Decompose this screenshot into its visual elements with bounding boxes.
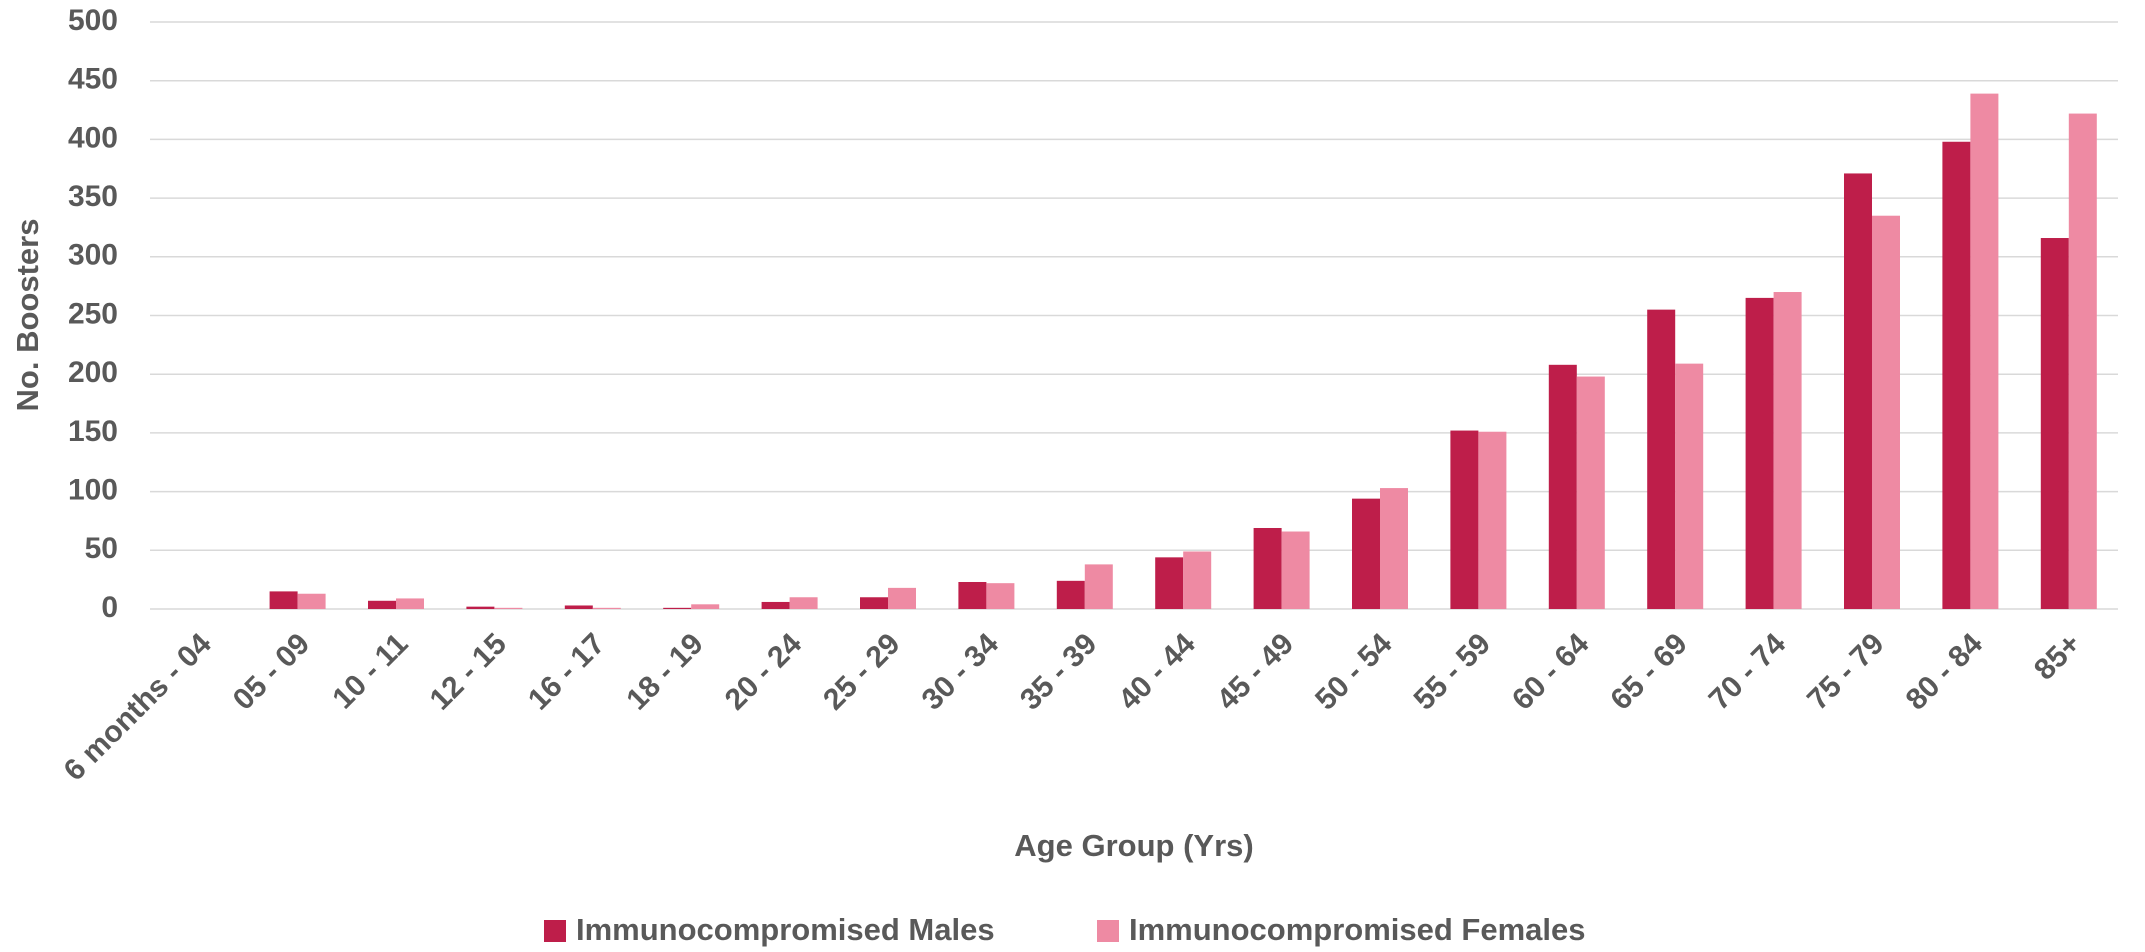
- bar: [2040, 238, 2069, 610]
- bar: [1872, 215, 1900, 609]
- x-tick-label: 30 - 34: [916, 627, 1006, 717]
- x-tick-label: 20 - 24: [719, 627, 809, 717]
- bar: [1745, 297, 1774, 609]
- legend-label: Immunocompromised Females: [1129, 912, 1586, 947]
- x-tick-label: 60 - 64: [1506, 627, 1596, 717]
- bar: [1155, 557, 1184, 609]
- bar: [592, 607, 621, 609]
- bar: [2068, 113, 2097, 610]
- bar: [1942, 141, 1971, 610]
- bar: [1478, 431, 1507, 609]
- bar: [1183, 551, 1212, 609]
- bar: [888, 587, 916, 609]
- bar: [1380, 488, 1408, 609]
- bar: [297, 593, 326, 609]
- x-tick-label: 12 - 15: [424, 627, 513, 716]
- bar: [1056, 580, 1085, 609]
- y-tick-label: 50: [85, 532, 118, 565]
- x-tick-label: 6 months - 04: [58, 627, 218, 787]
- x-tick-label: 25 - 29: [817, 627, 906, 716]
- bar: [1281, 531, 1310, 609]
- x-axis-title: Age Group (Yrs): [1014, 828, 1253, 863]
- bar: [958, 581, 987, 609]
- x-tick-label: 05 - 09: [227, 627, 316, 716]
- x-tick-label: 16 - 17: [522, 627, 611, 716]
- x-tick-label: 45 - 49: [1211, 627, 1300, 716]
- bar: [789, 597, 818, 609]
- bar: [986, 583, 1015, 609]
- bar: [1675, 363, 1704, 609]
- y-tick-label: 200: [68, 356, 118, 389]
- legend-label: Immunocompromised Males: [576, 912, 995, 947]
- x-tick-label: 85+: [2028, 627, 2087, 686]
- bar: [368, 600, 396, 609]
- bar: [1084, 564, 1113, 609]
- bar: [860, 597, 888, 609]
- x-tick-label: 75 - 79: [1801, 627, 1890, 716]
- bar: [269, 591, 298, 609]
- bar: [1647, 309, 1676, 609]
- x-tick-label: 55 - 59: [1408, 627, 1497, 716]
- y-tick-label: 150: [68, 415, 118, 448]
- x-tick-label: 50 - 54: [1309, 627, 1399, 717]
- legend-swatch: [1097, 920, 1119, 942]
- y-tick-label: 500: [68, 4, 118, 37]
- bar: [663, 607, 692, 609]
- x-tick-label: 40 - 44: [1112, 627, 1202, 717]
- bar: [1352, 498, 1380, 609]
- x-tick-label: 80 - 84: [1900, 627, 1990, 717]
- x-tick-label: 70 - 74: [1703, 627, 1793, 717]
- bar: [1548, 364, 1577, 609]
- bar: [396, 598, 424, 609]
- y-tick-label: 250: [68, 297, 118, 330]
- y-axis-title: No. Boosters: [10, 219, 45, 412]
- y-tick-label: 350: [68, 180, 118, 213]
- bar: [564, 605, 593, 609]
- y-tick-label: 100: [68, 474, 118, 507]
- bar: [691, 604, 720, 609]
- bar: [494, 607, 523, 609]
- bar: [1253, 527, 1282, 609]
- x-tick-label: 35 - 39: [1014, 627, 1103, 716]
- bar: [761, 601, 790, 609]
- bar: [1576, 376, 1605, 609]
- x-tick-label: 10 - 11: [326, 627, 414, 715]
- bar: [1844, 173, 1872, 610]
- y-tick-label: 0: [101, 591, 118, 624]
- bar: [1970, 93, 1999, 609]
- legend-swatch: [544, 920, 566, 942]
- bar: [1773, 292, 1802, 609]
- y-tick-label: 450: [68, 63, 118, 96]
- x-tick-label: 18 - 19: [620, 627, 709, 716]
- bar: [466, 606, 495, 609]
- y-tick-label: 300: [68, 239, 118, 272]
- x-tick-label: 65 - 69: [1604, 627, 1693, 716]
- y-tick-label: 400: [68, 121, 118, 154]
- bar: [1450, 430, 1479, 609]
